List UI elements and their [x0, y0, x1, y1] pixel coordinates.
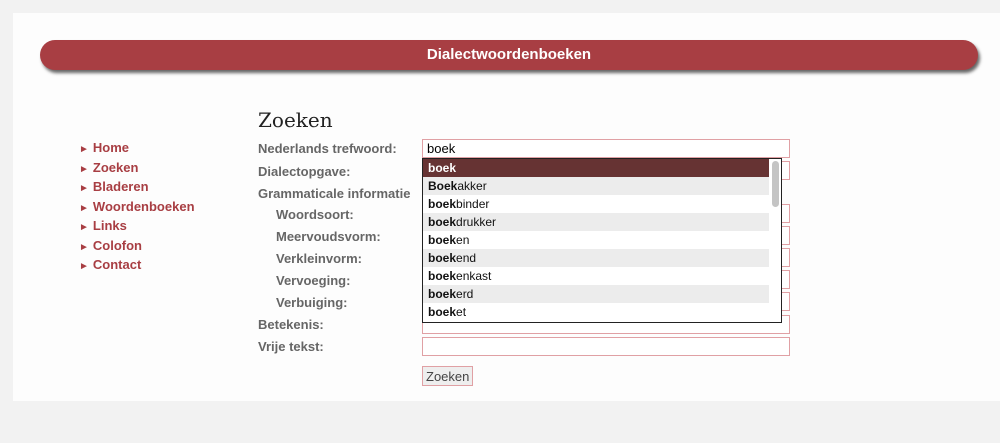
- nav-woordenboeken[interactable]: ► Woordenboeken: [79, 199, 195, 219]
- suffix-text: erd: [456, 287, 474, 301]
- trefwoord-input[interactable]: [422, 139, 790, 158]
- label-verbuiging: Verbuiging:: [276, 295, 348, 310]
- label-meervoud: Meervoudsvorm:: [276, 229, 381, 244]
- suffix-text: et: [456, 305, 467, 319]
- suffix-text: enkast: [456, 269, 492, 283]
- triangle-icon: ►: [79, 163, 89, 175]
- autocomplete-dropdown: boek Boekakker boekbinder boekdrukker boeken…: [422, 158, 782, 323]
- nav-label: Woordenboeken: [92, 198, 195, 214]
- autocomplete-item[interactable]: boekenkast: [423, 267, 769, 285]
- autocomplete-item[interactable]: boeket: [423, 303, 769, 321]
- autocomplete-item[interactable]: boek: [423, 159, 769, 177]
- label-verklein: Verkleinvorm:: [276, 251, 362, 266]
- autocomplete-item[interactable]: Boekakker: [423, 177, 769, 195]
- label-dialect: Dialectopgave:: [258, 164, 351, 179]
- sidebar-nav: ► Home ► Zoeken ► Bladeren ► Woordenboeken ►…: [79, 140, 195, 277]
- label-vrij: Vrije tekst:: [258, 339, 324, 354]
- match-text: boek: [428, 215, 457, 229]
- scrollbar[interactable]: [772, 161, 779, 207]
- match-text: boek: [428, 269, 457, 283]
- nav-zoeken[interactable]: ► Zoeken: [79, 160, 195, 180]
- match-text: boek: [428, 251, 457, 265]
- match-text: Boek: [428, 179, 458, 193]
- label-gram: Grammaticale informatie: [258, 186, 411, 201]
- label-trefwoord: Nederlands trefwoord:: [258, 141, 397, 156]
- nav-colofon[interactable]: ► Colofon: [79, 238, 195, 258]
- nav-label: Links: [92, 218, 127, 233]
- match-text: boek: [428, 197, 457, 211]
- nav-label: Contact: [92, 257, 142, 272]
- autocomplete-item[interactable]: boekdrukker: [423, 213, 769, 231]
- nav-label: Colofon: [92, 237, 142, 253]
- nav-contact[interactable]: ► Contact: [79, 257, 195, 277]
- nav-label: Zoeken: [92, 159, 139, 175]
- suffix-text: end: [456, 251, 477, 265]
- autocomplete-item[interactable]: boekbinder: [423, 195, 769, 213]
- match-text: boek: [428, 305, 457, 319]
- suffix-text: en: [456, 233, 470, 247]
- suffix-text: akker: [457, 179, 487, 193]
- nav-label: Home: [92, 140, 130, 155]
- suffix-text: binder: [456, 197, 490, 211]
- triangle-icon: ►: [79, 183, 89, 194]
- search-button[interactable]: Zoeken: [422, 366, 474, 386]
- site-banner: Dialectwoordenboeken: [40, 40, 978, 70]
- triangle-icon: ►: [79, 144, 89, 155]
- nav-links[interactable]: ► Links: [79, 218, 195, 238]
- autocomplete-item[interactable]: boeken: [423, 231, 769, 249]
- label-vervoeging: Vervoeging:: [276, 273, 351, 288]
- autocomplete-item[interactable]: boekend: [423, 249, 769, 267]
- triangle-icon: ►: [79, 241, 89, 253]
- label-betekenis: Betekenis:: [258, 317, 324, 332]
- triangle-icon: ►: [79, 222, 89, 233]
- suffix-text: drukker: [456, 215, 497, 229]
- triangle-icon: ►: [79, 202, 89, 214]
- nav-bladeren[interactable]: ► Bladeren: [79, 179, 195, 199]
- triangle-icon: ►: [79, 261, 89, 272]
- autocomplete-item[interactable]: boekerd: [423, 285, 769, 303]
- nav-label: Bladeren: [92, 179, 149, 194]
- nav-home[interactable]: ► Home: [79, 140, 195, 160]
- match-text: boek: [428, 233, 457, 247]
- page-title: Zoeken: [258, 108, 333, 132]
- match-text: boek: [428, 161, 457, 175]
- vrij-input[interactable]: [422, 337, 790, 356]
- match-text: boek: [428, 287, 457, 301]
- label-woordsoort: Woordsoort:: [276, 207, 354, 222]
